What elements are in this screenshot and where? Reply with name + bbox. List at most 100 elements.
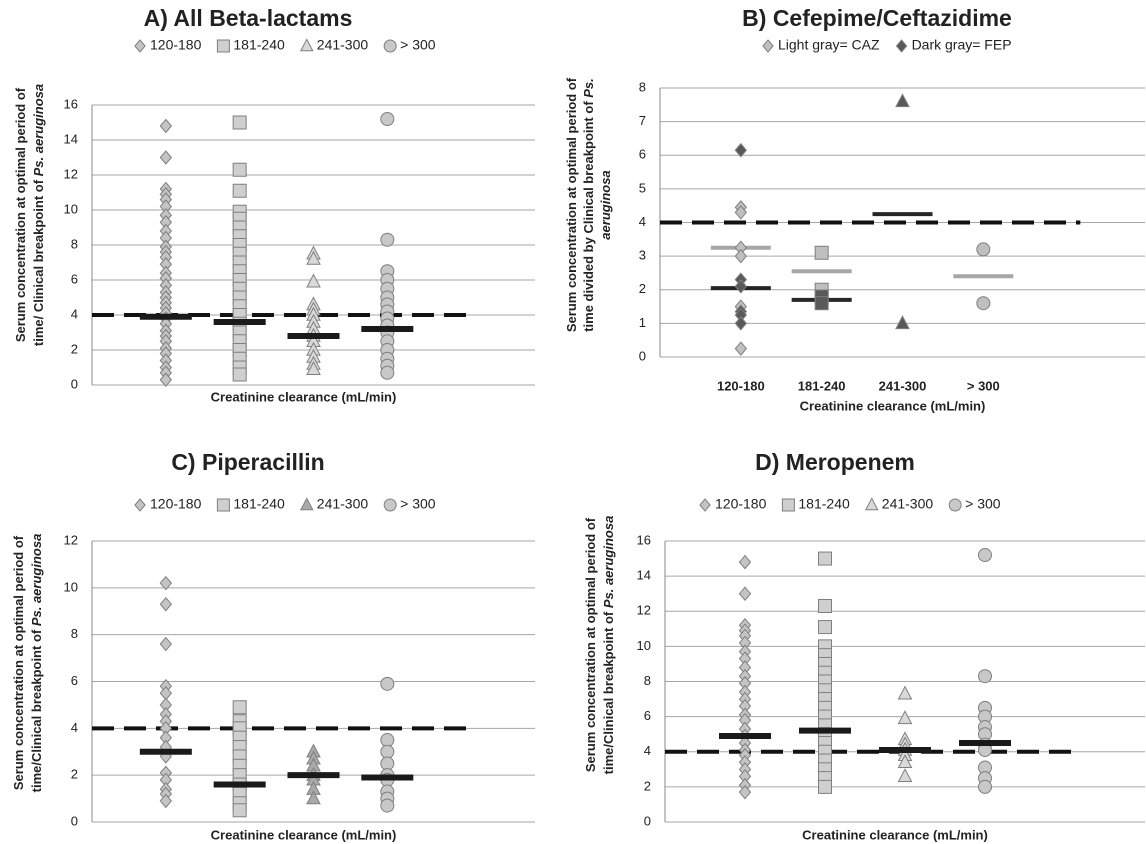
y-axis-label: time divided by Clinical breakpoint of P…: [581, 78, 596, 332]
legend-label: 181-240: [233, 496, 285, 512]
legend-label: 181-240: [798, 496, 850, 512]
point: [738, 586, 752, 601]
point: [897, 710, 913, 725]
x-tick-label: 241-300: [879, 378, 927, 393]
point: [734, 142, 748, 158]
x-tick-label: > 300: [967, 378, 1000, 393]
legend-marker: [895, 39, 908, 53]
point: [818, 551, 832, 566]
y-axis-label-part: Ps. aeruginosa: [31, 84, 46, 176]
legend-marker: [216, 498, 230, 512]
y-tick-label: 1: [639, 315, 646, 330]
y-tick-label: 5: [639, 180, 646, 195]
legend-label: 120-180: [150, 496, 202, 512]
point: [978, 669, 992, 684]
point: [734, 341, 748, 356]
point: [380, 744, 395, 759]
y-axis-label: Serum concentration at optimal period of: [13, 87, 28, 342]
y-axis-label: aeruginosa: [598, 170, 613, 239]
point: [159, 372, 173, 388]
x-axis-label: Creatinine clearance (mL/min): [211, 389, 397, 404]
y-tick-label: 0: [71, 813, 78, 828]
legend-label: > 300: [400, 496, 436, 512]
y-tick-label: 12: [64, 532, 78, 547]
y-tick-label: 0: [71, 376, 78, 391]
point: [895, 93, 910, 108]
legend-label: 241-300: [317, 496, 369, 512]
y-tick-label: 3: [639, 248, 646, 263]
point: [818, 598, 832, 613]
point: [159, 596, 173, 612]
legend-label: 181-240: [233, 37, 285, 53]
y-tick-label: 16: [637, 532, 651, 547]
x-tick-label: 120-180: [717, 378, 765, 393]
y-axis-label: Serum concentration at optimal period of: [564, 77, 579, 332]
point: [897, 754, 913, 768]
legend-marker: [134, 39, 146, 53]
y-axis-label: time/Clinical breakpoint of Ps. aerugino…: [29, 534, 44, 793]
point: [380, 365, 395, 380]
x-tick-label: 181-240: [798, 378, 846, 393]
point: [380, 733, 395, 748]
chart-title: D) Meropenem: [755, 449, 915, 475]
point: [232, 115, 247, 130]
y-axis-label: time/ Clinical breakpoint of Ps. aerugin…: [31, 84, 46, 346]
y-tick-label: 6: [71, 271, 78, 286]
y-axis-label-part: Serum concentration at optimal period of: [583, 517, 598, 772]
point: [232, 700, 247, 715]
point: [159, 793, 173, 809]
y-tick-label: 4: [639, 214, 646, 229]
legend-marker: [864, 497, 879, 511]
y-axis-label: time/Clinical breakpoint of Ps. aerugino…: [601, 516, 616, 775]
point: [306, 250, 321, 265]
y-tick-label: 2: [71, 341, 78, 356]
y-axis-label: Serum concentration at optimal period of: [583, 517, 598, 772]
legend-marker: [216, 39, 230, 53]
legend-marker: [762, 39, 774, 53]
legend-label: 241-300: [882, 496, 934, 512]
chart-title: A) All Beta-lactams: [144, 5, 353, 31]
point: [159, 118, 173, 134]
legend-marker: [299, 38, 314, 52]
point: [380, 676, 395, 691]
point: [818, 620, 832, 635]
point: [380, 232, 395, 247]
legend-marker: [699, 498, 711, 512]
point: [734, 248, 748, 264]
y-axis-label: Serum concentration at optimal period of: [11, 535, 26, 790]
y-tick-label: 14: [637, 568, 651, 583]
point: [978, 548, 992, 563]
y-tick-label: 14: [64, 131, 78, 146]
y-axis-label-part: Serum concentration at optimal period of: [13, 87, 28, 342]
point: [734, 316, 748, 331]
legend-label: 120-180: [715, 496, 767, 512]
y-axis-label-part: time/ Clinical breakpoint of: [31, 176, 46, 346]
legend-marker: [948, 498, 962, 512]
point: [976, 296, 991, 311]
point: [159, 575, 173, 591]
chart-title: C) Piperacillin: [171, 449, 324, 475]
point: [738, 784, 752, 800]
point: [232, 162, 247, 177]
y-tick-label: 12: [64, 166, 78, 181]
point: [895, 315, 910, 330]
point: [734, 279, 748, 294]
y-tick-label: 10: [64, 201, 78, 216]
y-tick-label: 2: [639, 281, 646, 296]
legend-marker: [383, 498, 397, 512]
y-axis-label-part: Ps. aeruginosa: [29, 534, 44, 626]
y-tick-label: 10: [64, 579, 78, 594]
point: [734, 205, 748, 220]
legend-marker: [383, 39, 397, 53]
y-axis-label-part: time divided by Clinical breakpoint of: [581, 98, 596, 332]
y-tick-label: 0: [644, 813, 651, 828]
y-tick-label: 0: [639, 348, 646, 363]
y-tick-label: 16: [64, 96, 78, 111]
point: [978, 779, 992, 794]
x-axis-label: Creatinine clearance (mL/min): [211, 827, 397, 842]
y-tick-label: 4: [644, 743, 651, 758]
legend-marker: [781, 498, 795, 512]
y-tick-label: 8: [644, 673, 651, 688]
point: [306, 273, 321, 288]
